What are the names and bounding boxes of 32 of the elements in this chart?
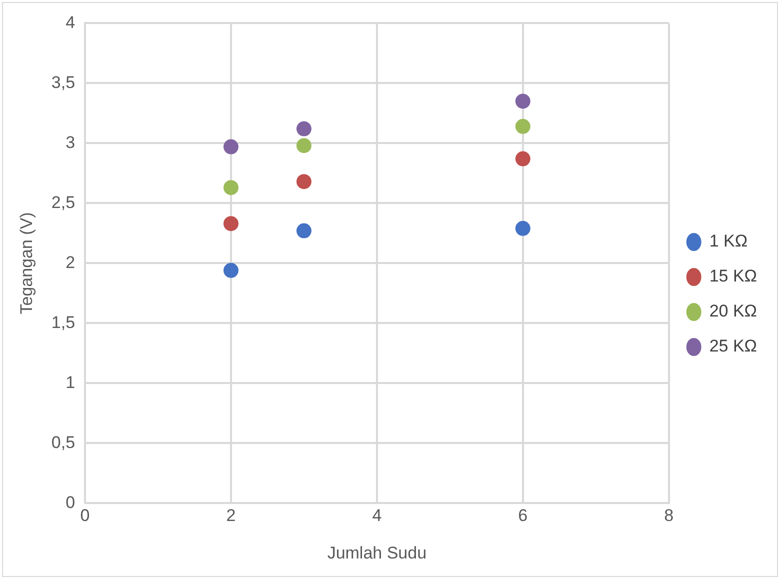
y-tick-label: 2 xyxy=(66,252,76,272)
point xyxy=(223,139,238,154)
x-tick-label: 8 xyxy=(664,506,674,526)
y-tick-label: 4 xyxy=(66,12,76,32)
x-tick-label: 0 xyxy=(80,506,90,526)
y-tick-label: 1 xyxy=(66,372,76,392)
point xyxy=(223,180,238,196)
y-tick-label: 0 xyxy=(66,492,76,512)
point xyxy=(515,151,530,166)
x-tick-label: 4 xyxy=(372,506,382,526)
legend-label: 20 KΩ xyxy=(709,302,758,321)
y-tick-label: 3 xyxy=(66,132,76,152)
point xyxy=(296,138,312,154)
y-tick-label: 3,5 xyxy=(51,72,76,92)
legend-label: 15 KΩ xyxy=(709,266,758,286)
point xyxy=(296,121,312,136)
y-tick-label: 2,5 xyxy=(51,192,76,212)
point xyxy=(223,216,238,232)
y-tick-label: 0,5 xyxy=(51,432,76,452)
point xyxy=(515,118,530,134)
point xyxy=(515,94,530,109)
point xyxy=(515,220,530,236)
point xyxy=(296,174,312,190)
x-tick-label: 6 xyxy=(518,506,528,526)
y-axis-title: Tegangan (V) xyxy=(16,212,36,314)
legend-label: 25 KΩ xyxy=(709,336,758,356)
x-tick-label: 2 xyxy=(226,506,236,526)
y-tick-label: 1,5 xyxy=(51,312,76,332)
legend-label: 1 KΩ xyxy=(709,232,748,251)
point xyxy=(296,223,312,238)
point xyxy=(223,262,238,278)
x-axis-title: Jumlah Sudu xyxy=(327,543,427,562)
